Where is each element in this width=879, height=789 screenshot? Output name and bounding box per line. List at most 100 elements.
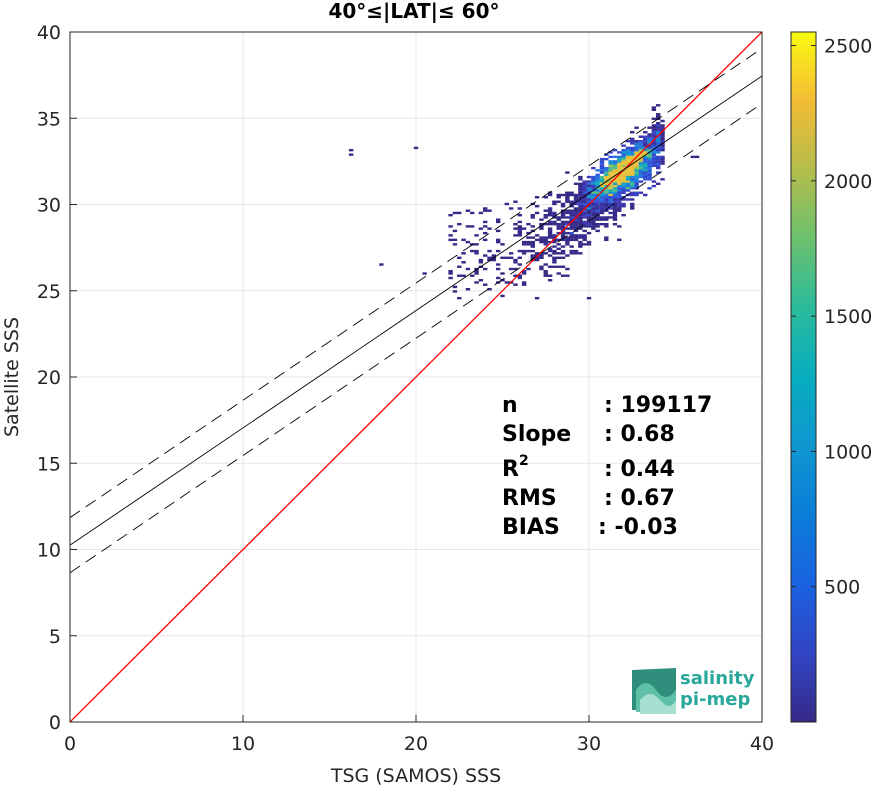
density-cell <box>591 220 596 224</box>
density-cell <box>638 142 644 145</box>
density-cell <box>612 169 618 172</box>
density-cell <box>582 213 587 217</box>
density-cell <box>595 229 600 233</box>
density-cell <box>560 256 566 260</box>
density-cell <box>556 256 561 260</box>
density-cell <box>612 166 618 170</box>
density-cell <box>647 144 652 147</box>
density-cell <box>643 148 648 152</box>
density-cell <box>643 151 648 154</box>
density-cell <box>630 207 635 210</box>
density-cell <box>638 135 644 138</box>
density-cell <box>612 155 618 159</box>
density-cell <box>513 200 518 203</box>
density-cell <box>630 169 635 172</box>
density-cell <box>599 171 605 174</box>
density-cell <box>578 236 583 239</box>
density-cell <box>495 263 501 266</box>
density-cell <box>604 153 609 156</box>
density-cell <box>500 272 505 275</box>
density-cell <box>634 173 639 177</box>
density-cell <box>487 256 492 260</box>
density-cell <box>560 202 566 206</box>
density-cell <box>617 155 622 159</box>
density-cell <box>630 182 635 185</box>
density-cell <box>604 209 609 212</box>
density-cell <box>578 245 583 248</box>
colorbar-ticks: 500 1000 1500 2000 2500 <box>791 36 872 599</box>
density-cell <box>582 216 587 219</box>
density-cell <box>643 193 648 197</box>
density-cell <box>604 166 609 170</box>
density-cell <box>638 162 644 165</box>
density-cell <box>643 131 648 134</box>
density-cell <box>599 178 605 181</box>
density-cell <box>625 160 631 163</box>
density-cell <box>604 193 609 197</box>
density-cell <box>595 189 600 192</box>
density-cell <box>452 211 458 215</box>
density-cell <box>534 258 540 262</box>
density-cell <box>634 175 639 179</box>
density-cell <box>604 182 609 185</box>
density-cell <box>599 216 605 219</box>
regression-line <box>70 75 762 546</box>
density-cell <box>660 126 665 129</box>
stat-slope-value: : 0.68 <box>604 422 675 447</box>
density-cell <box>560 225 566 228</box>
density-cell <box>578 189 583 192</box>
density-cell <box>630 175 635 179</box>
density-cell <box>560 249 566 253</box>
density-cell <box>630 171 635 174</box>
density-cell <box>612 216 618 219</box>
density-cell <box>539 256 544 260</box>
density-cell <box>608 178 613 181</box>
density-cell <box>608 151 613 154</box>
density-cell <box>599 160 605 163</box>
density-cell <box>474 234 479 237</box>
stat-bias-label: BIAS <box>502 515 560 540</box>
density-cell <box>630 173 635 177</box>
x-tick-label: 40 <box>750 733 774 755</box>
density-cell <box>556 227 561 230</box>
y-tick-label: 10 <box>37 540 61 562</box>
density-cell <box>556 216 561 219</box>
density-cell <box>457 222 462 226</box>
density-cell <box>534 296 540 300</box>
density-cell <box>630 178 635 181</box>
density-cell <box>625 171 631 174</box>
density-cell <box>543 274 548 277</box>
density-cell <box>617 205 622 208</box>
density-cell <box>569 225 574 228</box>
density-cell <box>625 139 631 143</box>
density-cell <box>660 128 665 132</box>
density-cell <box>612 173 618 177</box>
density-cell <box>573 225 579 228</box>
density-cell <box>465 287 471 291</box>
density-cell <box>556 265 561 268</box>
density-cell <box>634 171 639 174</box>
density-cell <box>573 229 579 233</box>
density-cell <box>448 225 453 228</box>
density-cell <box>660 162 665 165</box>
density-cell <box>660 146 665 150</box>
density-cell <box>565 254 570 257</box>
density-cell <box>569 211 574 215</box>
density-cell <box>573 227 579 230</box>
density-cell <box>634 178 639 181</box>
density-cell <box>604 225 609 228</box>
density-cell <box>630 146 635 150</box>
density-cell <box>547 249 553 253</box>
density-cell <box>647 157 652 161</box>
density-cell <box>539 254 544 257</box>
density-cell <box>591 196 596 199</box>
density-cell <box>604 216 609 219</box>
density-cell <box>504 281 510 284</box>
stat-bias-value: : -0.03 <box>598 515 678 540</box>
density-cell <box>521 227 527 230</box>
density-cell <box>517 213 522 217</box>
density-cell <box>543 216 548 219</box>
density-cell <box>487 209 492 212</box>
density-cell <box>578 207 583 210</box>
density-cell <box>543 263 548 266</box>
